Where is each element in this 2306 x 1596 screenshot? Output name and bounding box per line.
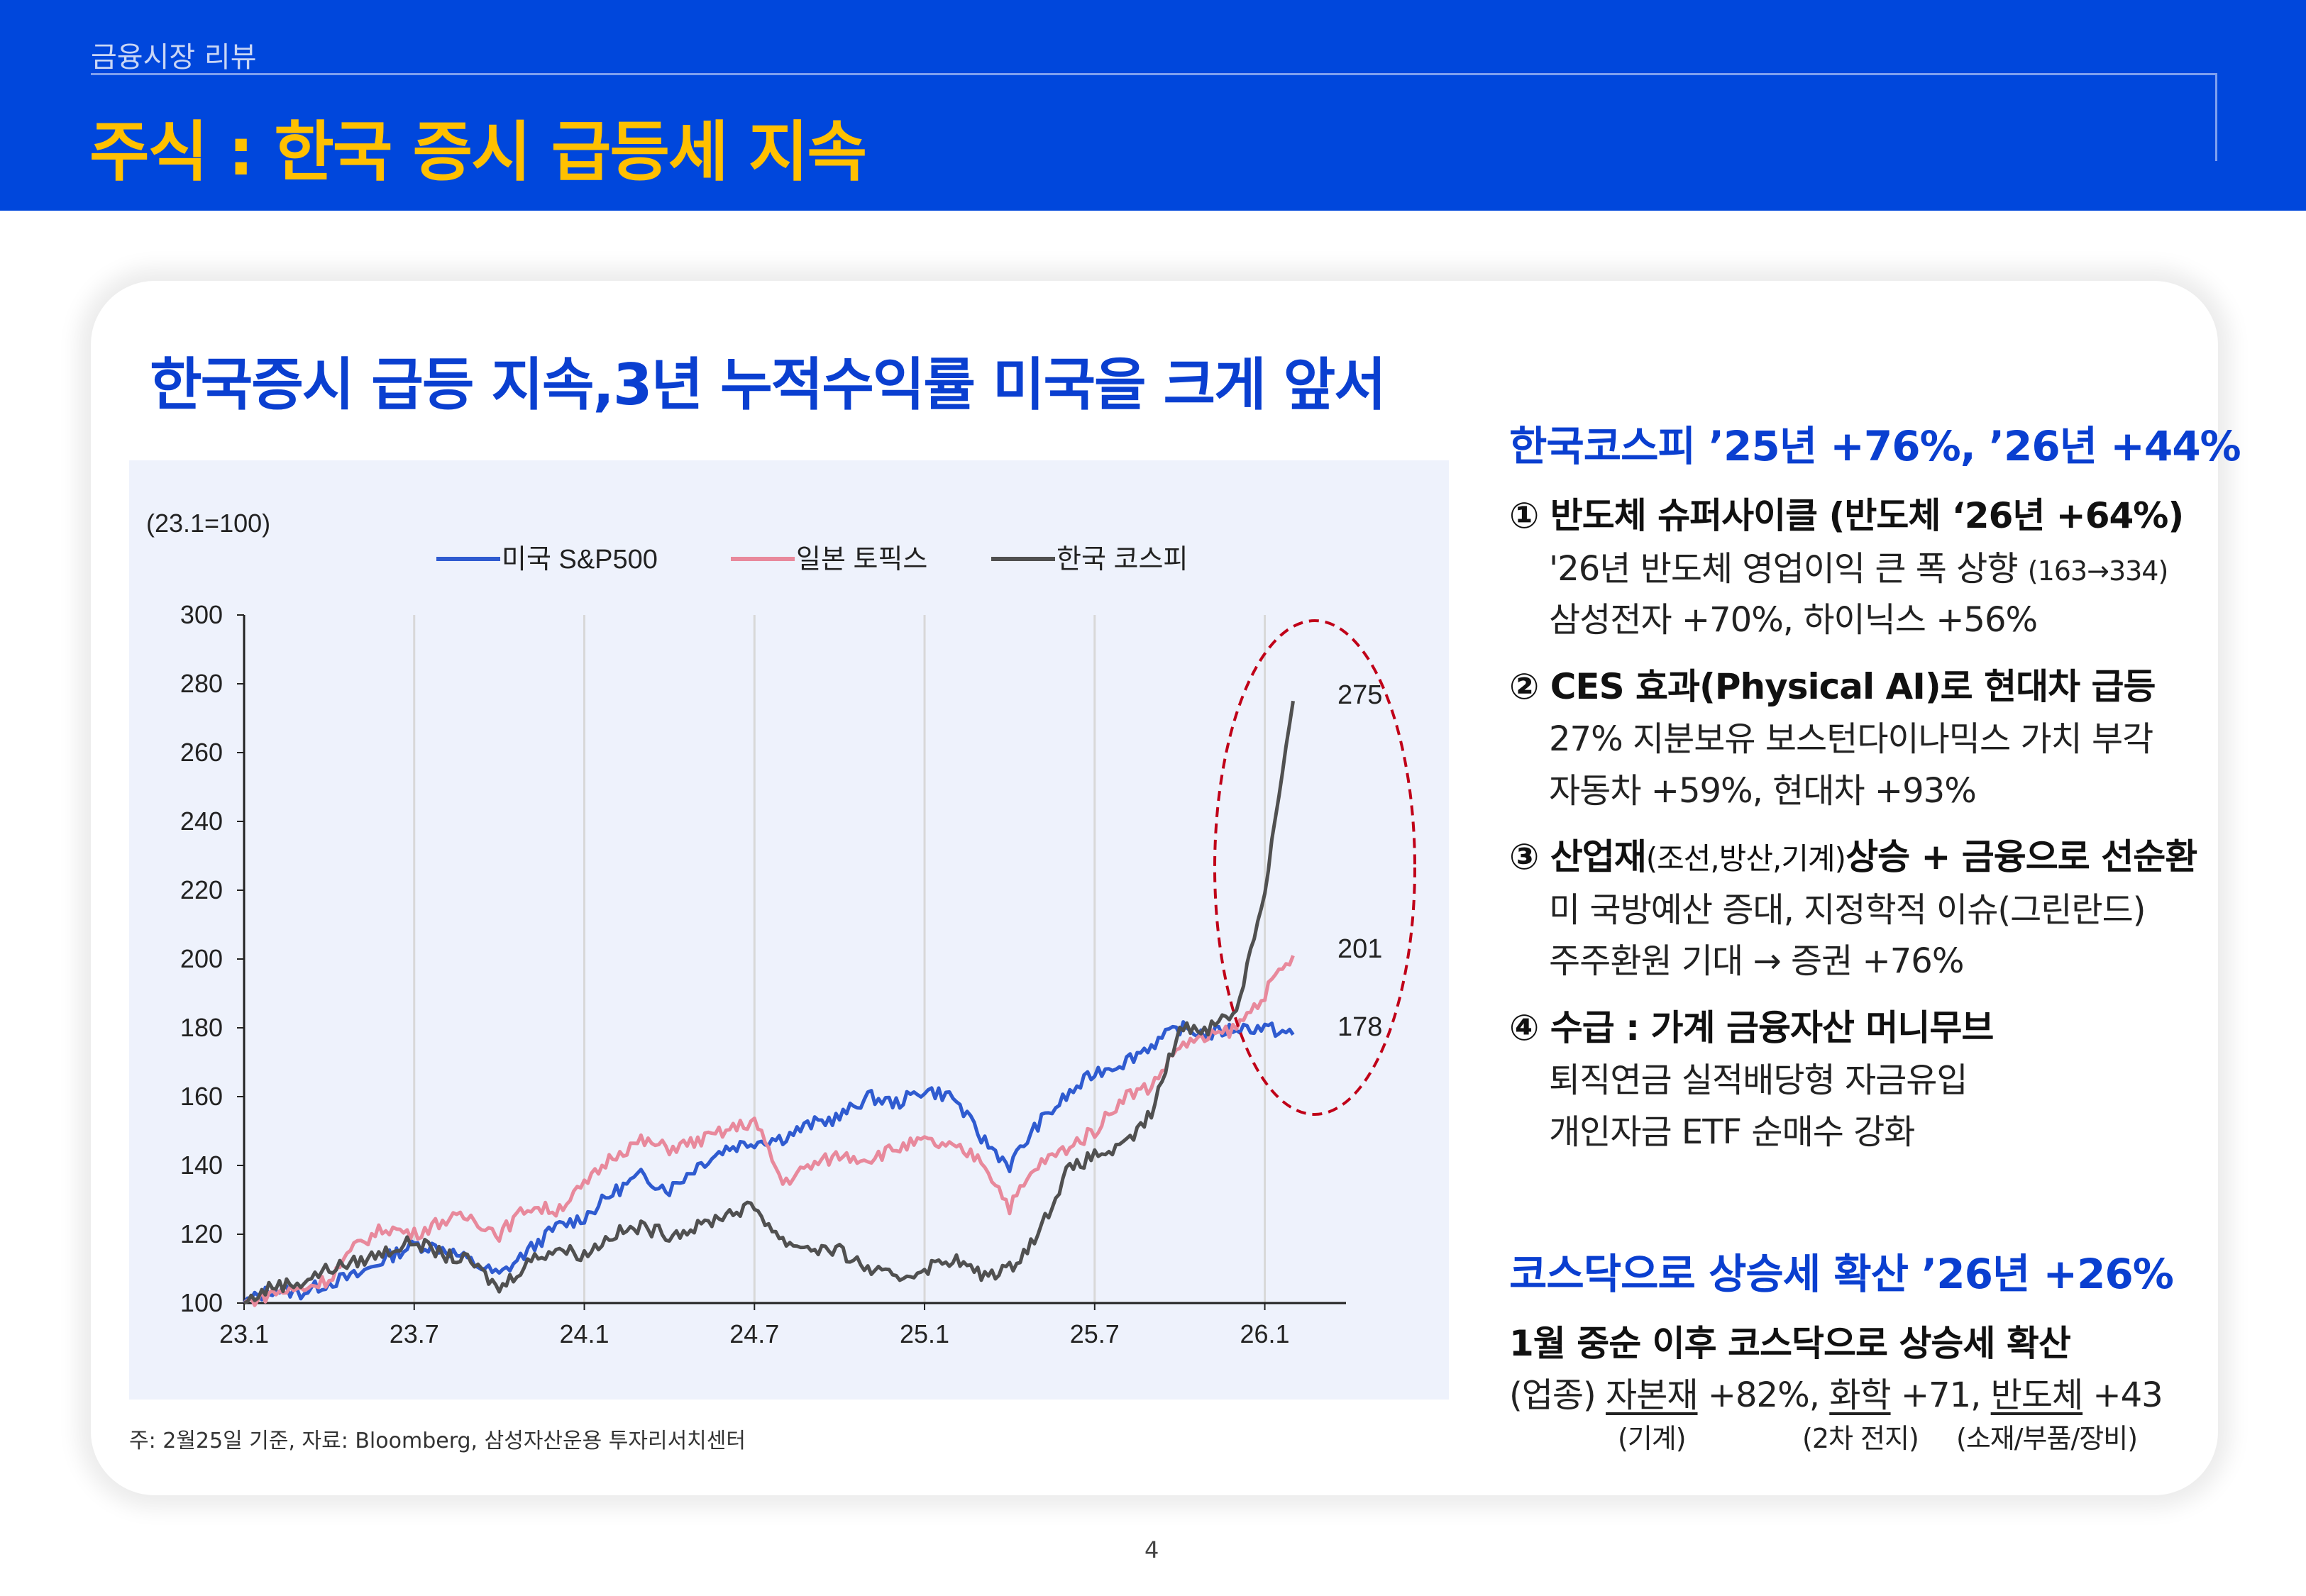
header-divider-end: [2215, 73, 2217, 161]
y-tick-label: 240: [180, 807, 223, 836]
legend-label: 미국 S&P500: [502, 545, 658, 575]
kosdaq-line: 1월 중순 이후 코스닥으로 상승세 확산: [1509, 1323, 2071, 1364]
end-label: 178: [1337, 1012, 1382, 1042]
chart-heading: 한국증시 급등 지속,3년 누적수익률 미국을 크게 앞서: [150, 352, 1386, 418]
y-tick-label: 220: [180, 875, 223, 904]
x-tick-label: 23.1: [219, 1319, 269, 1348]
unit-note: (23.1=100): [146, 509, 270, 538]
sector-note-1: (기계): [1618, 1423, 1687, 1454]
item-1-title: ① 반도체 슈퍼사이클 (반도체 ‘26년 +64%): [1509, 495, 2184, 536]
legend-label: 일본 토픽스: [796, 545, 927, 575]
section-label: 금융시장 리뷰: [91, 41, 257, 74]
kosdaq-heading: 코스닥으로 상승세 확산 ’26년 +26%: [1509, 1250, 2174, 1298]
item-2-line-2: 자동차 +59%, 현대차 +93%: [1549, 771, 1977, 811]
end-label: 201: [1337, 934, 1382, 964]
series-line-2: [243, 955, 1295, 1307]
x-tick-label: 23.7: [390, 1319, 439, 1348]
footnote: 주: 2월25일 기준, 자료: Bloomberg, 삼성자산운용 투자리서치…: [129, 1429, 746, 1453]
item-4-line-2: 개인자금 ETF 순매수 강화: [1549, 1112, 1915, 1152]
x-tick-label: 26.1: [1240, 1319, 1290, 1348]
item-4-title: ④ 수급 : 가계 금융자산 머니무브: [1509, 1007, 1994, 1048]
y-tick-label: 200: [180, 944, 223, 973]
y-tick-label: 180: [180, 1013, 223, 1042]
series-lines: [242, 700, 1295, 1307]
y-tick-label: 160: [180, 1082, 223, 1111]
end-label: 275: [1337, 680, 1382, 710]
series-line-1: [242, 1020, 1295, 1304]
y-tick-label: 120: [180, 1219, 223, 1248]
y-tick-label: 100: [180, 1288, 223, 1317]
item-3-title: ③ 산업재(조선,방산,기계)상승 + 금융으로 선순환: [1509, 836, 2197, 877]
page-number: 4: [1144, 1536, 1159, 1563]
item-1-line-1: '26년 반도체 영업이익 큰 폭 상향 (163→334): [1549, 549, 2168, 589]
item-3-line-1: 미 국방예산 증대, 지정학적 이슈(그린란드): [1549, 890, 2146, 930]
y-tick-label: 260: [180, 738, 223, 767]
y-tick-label: 280: [180, 669, 223, 698]
x-tick-label: 25.1: [900, 1319, 949, 1348]
x-tick-label: 24.1: [559, 1319, 609, 1348]
item-1-line-2: 삼성전자 +70%, 하이닉스 +56%: [1549, 600, 2038, 640]
item-2-line-1: 27% 지분보유 보스턴다이나믹스 가치 부각: [1549, 719, 2153, 759]
y-tick-label: 140: [180, 1151, 223, 1180]
item-4-line-1: 퇴직연금 실적배당형 자금유입: [1549, 1060, 1968, 1100]
sector-note-3: (소재/부품/장비): [1956, 1423, 2138, 1454]
series-line-3: [243, 700, 1295, 1305]
header-divider: [91, 73, 2217, 75]
gridlines: [413, 615, 1267, 1303]
x-tick-label: 24.7: [729, 1319, 779, 1348]
sector-line: (업종) 자본재 +82%, 화학 +71, 반도체 +43: [1509, 1375, 2163, 1415]
kospi-heading: 한국코스피 ’25년 +76%, ’26년 +44%: [1509, 422, 2241, 470]
y-tick-label: 300: [180, 600, 223, 629]
legend: 미국 S&P500 일본 토픽스 한국 코스피: [436, 545, 1188, 575]
highlight-ellipse: [1213, 619, 1416, 1116]
x-tick-label: 25.7: [1070, 1319, 1120, 1348]
item-3-line-2: 주주환원 기대 → 증권 +76%: [1549, 941, 1964, 981]
sector-note-2: (2차 전지): [1802, 1423, 1919, 1454]
item-2-title: ② CES 효과(Physical AI)로 현대차 급등: [1509, 666, 2156, 707]
axes: 23.1 23.7 24.1 24.7 25.1 25.7 26.1 100 120 140 160…: [180, 600, 1346, 1348]
header-banner: 금융시장 리뷰 주식 : 한국 증시 급등세 지속: [0, 0, 2306, 211]
legend-label: 한국 코스피: [1057, 545, 1188, 575]
end-labels: 178 201 275: [1337, 680, 1382, 1042]
page-title: 주식 : 한국 증시 급등세 지속: [89, 114, 867, 190]
